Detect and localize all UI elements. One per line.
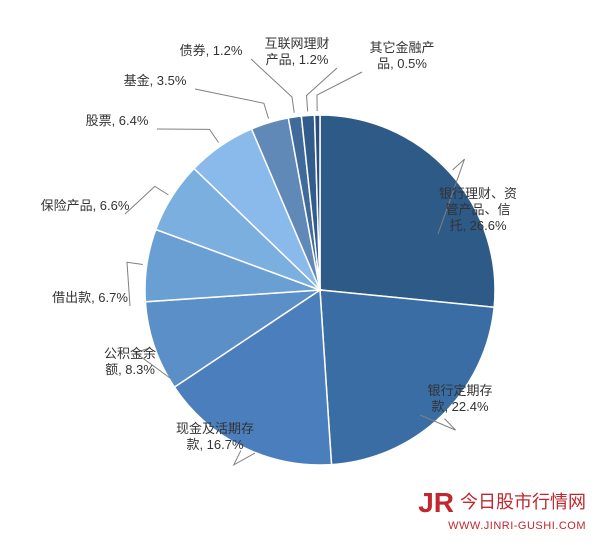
slice-label: 互联网理财产品, 1.2% (264, 36, 329, 67)
pie-chart-svg: 银行理财、资管产品、信托, 26.6% 银行定期存款, 22.4% 现金及活期存款,… (0, 0, 600, 547)
leader-line (307, 68, 337, 111)
slice-label: 其它金融产品, 0.5% (369, 40, 434, 71)
leader-line (125, 186, 168, 214)
slice-label: 保险产品, 6.6% (41, 198, 130, 213)
footer-logo: JR (418, 486, 454, 520)
pie-chart-container: 银行理财、资管产品、信托, 26.6% 银行定期存款, 22.4% 现金及活期存款,… (0, 0, 600, 547)
slice-label: 银行理财、资管产品、信托, 26.6% (439, 186, 517, 233)
slice-label: 债券, 1.2% (180, 43, 243, 58)
slice-label: 公积金余额, 8.3% (104, 346, 156, 377)
leader-line (317, 72, 362, 111)
leader-line (157, 129, 219, 143)
leader-line (234, 451, 255, 465)
footer-watermark: JR 今日股市行情网 WWW.JINRI-GUSHI.COM (418, 486, 586, 533)
footer-brand-text: 今日股市行情网 (460, 492, 586, 514)
leader-line (127, 262, 143, 306)
slice-label: 银行定期存款, 22.4% (427, 383, 492, 414)
slice-label: 基金, 3.5% (124, 73, 187, 88)
slice-label: 股票, 6.4% (86, 113, 149, 128)
leader-line (195, 89, 268, 119)
slice-label: 现金及活期存款, 16.7% (176, 421, 254, 452)
pie-slice (320, 290, 494, 465)
slice-label: 借出款, 6.7% (52, 290, 128, 305)
leader-line (251, 59, 294, 113)
footer-brand-row: JR 今日股市行情网 (418, 486, 586, 520)
footer-url: WWW.JINRI-GUSHI.COM (418, 520, 586, 533)
